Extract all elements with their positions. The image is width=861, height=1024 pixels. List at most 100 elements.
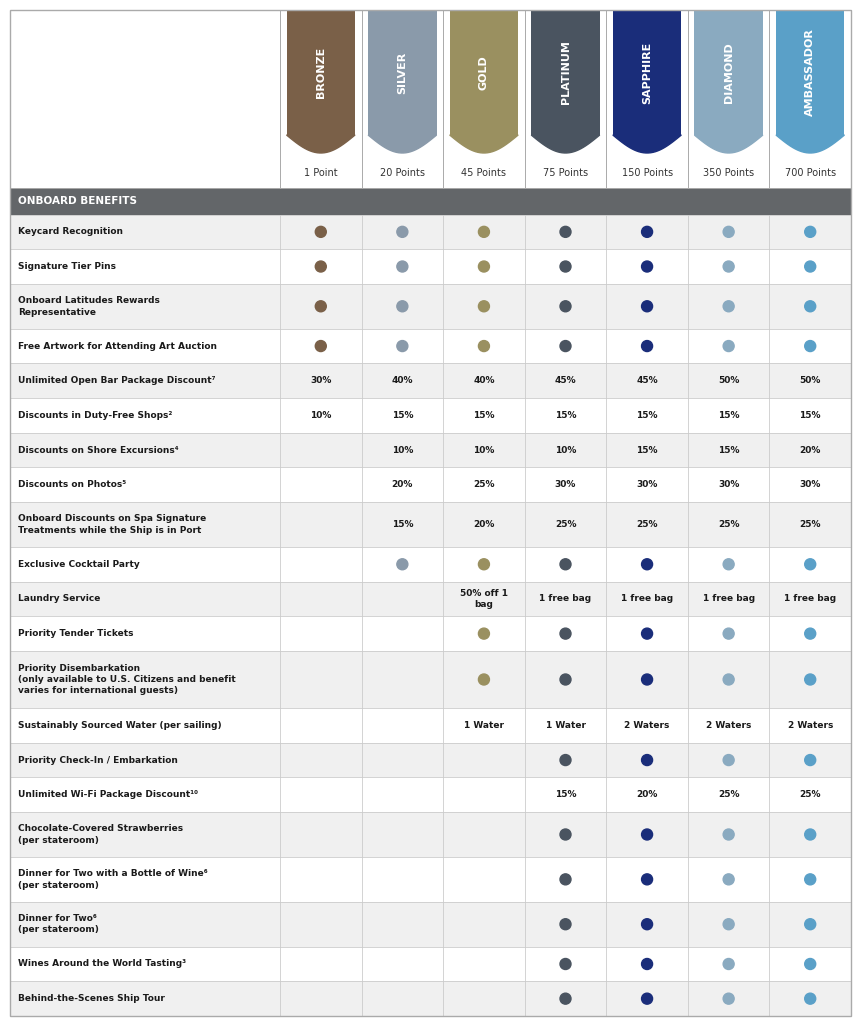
Circle shape	[479, 301, 489, 311]
Circle shape	[805, 873, 815, 885]
Circle shape	[723, 993, 734, 1005]
Circle shape	[560, 628, 571, 639]
Circle shape	[723, 301, 734, 311]
Text: 25%: 25%	[800, 520, 821, 529]
Circle shape	[560, 301, 571, 311]
Circle shape	[723, 829, 734, 840]
Polygon shape	[776, 135, 845, 153]
Text: 15%: 15%	[800, 411, 821, 420]
Circle shape	[641, 674, 653, 685]
Circle shape	[397, 301, 408, 311]
Text: Chocolate-Covered Strawberries
(per stateroom): Chocolate-Covered Strawberries (per stat…	[18, 824, 183, 845]
Bar	[776, 10, 845, 135]
Bar	[531, 10, 600, 135]
Text: 25%: 25%	[800, 791, 821, 799]
Text: 25%: 25%	[718, 520, 740, 529]
Circle shape	[397, 341, 408, 351]
Text: BRONZE: BRONZE	[316, 47, 325, 98]
Text: Wines Around the World Tasting³: Wines Around the World Tasting³	[18, 959, 186, 969]
Circle shape	[723, 261, 734, 272]
Text: 1 Water: 1 Water	[546, 721, 585, 730]
Text: 150 Points: 150 Points	[622, 168, 672, 178]
Bar	[10, 364, 851, 398]
Text: 15%: 15%	[554, 411, 576, 420]
Circle shape	[560, 674, 571, 685]
Text: 10%: 10%	[392, 445, 413, 455]
Text: 20%: 20%	[392, 480, 413, 489]
Text: Discounts in Duty-Free Shops²: Discounts in Duty-Free Shops²	[18, 411, 172, 420]
Circle shape	[560, 919, 571, 930]
Circle shape	[641, 226, 653, 238]
Circle shape	[805, 674, 815, 685]
Bar	[10, 616, 851, 651]
Text: 1 free bag: 1 free bag	[703, 595, 755, 603]
Text: 15%: 15%	[636, 411, 658, 420]
Circle shape	[805, 829, 815, 840]
Text: ONBOARD BENEFITS: ONBOARD BENEFITS	[18, 197, 137, 206]
Circle shape	[479, 261, 489, 272]
Circle shape	[723, 873, 734, 885]
Text: DIAMOND: DIAMOND	[723, 42, 734, 102]
Text: 20%: 20%	[636, 791, 658, 799]
Circle shape	[805, 919, 815, 930]
Text: 2 Waters: 2 Waters	[706, 721, 752, 730]
Polygon shape	[369, 135, 437, 153]
Text: 30%: 30%	[636, 480, 658, 489]
Text: Dinner for Two⁶
(per stateroom): Dinner for Two⁶ (per stateroom)	[18, 914, 99, 935]
Text: SILVER: SILVER	[398, 51, 407, 93]
Text: 30%: 30%	[718, 480, 740, 489]
Circle shape	[641, 341, 653, 351]
Text: 15%: 15%	[392, 411, 413, 420]
Text: 40%: 40%	[474, 376, 495, 385]
Circle shape	[560, 261, 571, 272]
Text: Behind-the-Scenes Ship Tour: Behind-the-Scenes Ship Tour	[18, 994, 164, 1004]
Circle shape	[560, 829, 571, 840]
Text: 30%: 30%	[310, 376, 331, 385]
Circle shape	[641, 301, 653, 311]
Text: 10%: 10%	[474, 445, 494, 455]
Bar	[10, 777, 851, 812]
Text: 15%: 15%	[718, 445, 740, 455]
Circle shape	[560, 755, 571, 766]
Circle shape	[723, 341, 734, 351]
Bar	[10, 981, 851, 1016]
Bar	[10, 582, 851, 616]
Bar	[10, 857, 851, 902]
Circle shape	[805, 993, 815, 1005]
Text: 1 Point: 1 Point	[304, 168, 338, 178]
Circle shape	[805, 341, 815, 351]
Circle shape	[397, 559, 408, 569]
Text: Onboard Discounts on Spa Signature
Treatments while the Ship is in Port: Onboard Discounts on Spa Signature Treat…	[18, 514, 207, 535]
Circle shape	[641, 559, 653, 569]
Bar	[10, 902, 851, 946]
Text: 20%: 20%	[800, 445, 821, 455]
Text: 15%: 15%	[554, 791, 576, 799]
Text: 350 Points: 350 Points	[703, 168, 754, 178]
Text: Priority Disembarkation
(only available to U.S. Citizens and benefit
varies for : Priority Disembarkation (only available …	[18, 664, 236, 695]
Bar	[10, 946, 851, 981]
Circle shape	[560, 993, 571, 1005]
Circle shape	[641, 829, 653, 840]
Text: Sustainably Sourced Water (per sailing): Sustainably Sourced Water (per sailing)	[18, 721, 221, 730]
Text: Unlimited Wi-Fi Package Discount¹⁰: Unlimited Wi-Fi Package Discount¹⁰	[18, 791, 198, 799]
Text: 75 Points: 75 Points	[543, 168, 588, 178]
Circle shape	[479, 674, 489, 685]
Circle shape	[315, 261, 326, 272]
Text: Discounts on Shore Excursions⁴: Discounts on Shore Excursions⁴	[18, 445, 178, 455]
Text: 25%: 25%	[554, 520, 576, 529]
Bar	[10, 502, 851, 547]
Text: 1 free bag: 1 free bag	[621, 595, 673, 603]
Circle shape	[805, 628, 815, 639]
Text: PLATINUM: PLATINUM	[561, 41, 571, 104]
Circle shape	[479, 341, 489, 351]
Circle shape	[641, 261, 653, 272]
Bar	[10, 214, 851, 249]
Bar	[613, 10, 681, 135]
Text: 10%: 10%	[310, 411, 331, 420]
Circle shape	[641, 755, 653, 766]
Circle shape	[479, 559, 489, 569]
Text: 15%: 15%	[392, 520, 413, 529]
Polygon shape	[287, 135, 355, 153]
Text: 1 Water: 1 Water	[464, 721, 504, 730]
Bar	[10, 188, 851, 214]
